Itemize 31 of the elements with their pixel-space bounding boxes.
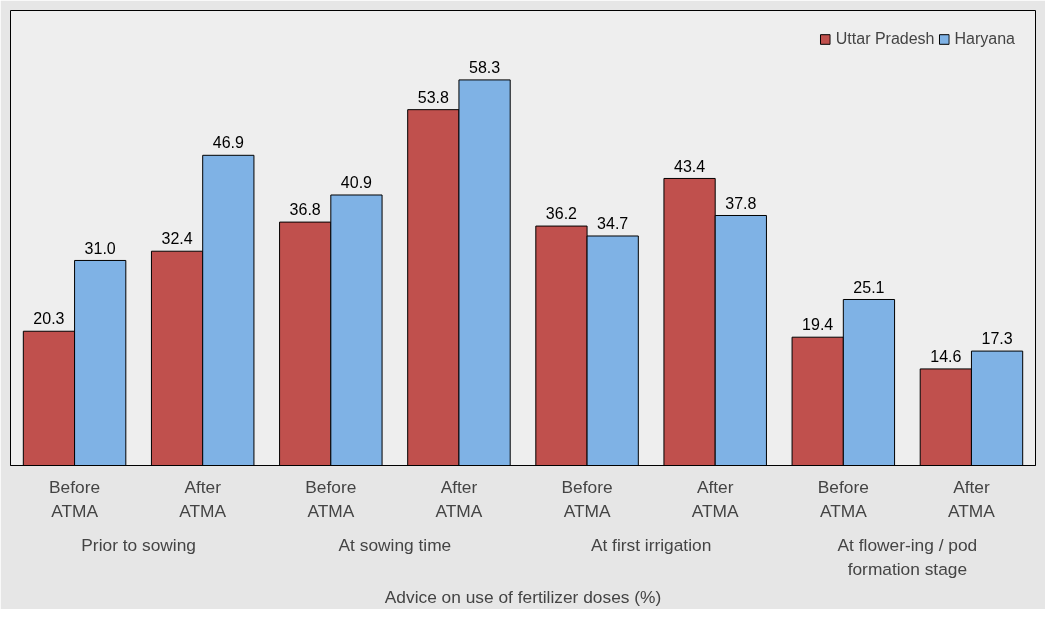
data-label: 40.9 — [340, 174, 373, 192]
data-label: 34.7 — [597, 215, 629, 233]
text: At flower-ing / pod formation stage — [837, 534, 978, 579]
data-label: 20.3 — [33, 310, 65, 328]
data-label: 36.2 — [545, 205, 578, 223]
text: At first irrigation — [590, 534, 712, 555]
legend-label: Uttar Pradesh — [835, 30, 935, 48]
x-tick-label: After ATMA — [691, 476, 740, 521]
data-label: 19.4 — [802, 316, 834, 334]
data-label: 14.6 — [930, 348, 962, 366]
text: Prior to sowing — [81, 534, 196, 555]
x-tick-label: Before ATMA — [561, 476, 613, 521]
x-tick-label: Before ATMA — [305, 476, 357, 521]
x-tick-label: After ATMA — [179, 476, 227, 521]
data-label: 31.0 — [84, 239, 116, 257]
data-label: 25.1 — [853, 278, 885, 296]
data-label: 37.8 — [725, 194, 757, 212]
x-tick-label: Before ATMA — [817, 476, 869, 521]
data-label: 58.3 — [468, 59, 501, 77]
data-label: 36.8 — [289, 201, 321, 219]
x-axis-title: Advice on use of fertilizer doses (%) — [384, 586, 662, 607]
legend-label: Haryana — [954, 30, 1015, 48]
x-tick-label: Before ATMA — [49, 476, 101, 521]
data-label: 32.4 — [161, 230, 193, 248]
x-tick-label: After ATMA — [948, 476, 996, 521]
x-tick-label: After ATMA — [435, 476, 483, 521]
data-label: 17.3 — [981, 330, 1013, 348]
text: At sowing time — [338, 534, 452, 555]
data-label: 46.9 — [212, 134, 244, 152]
data-label: 53.8 — [417, 88, 449, 106]
data-label: 43.4 — [673, 157, 706, 175]
